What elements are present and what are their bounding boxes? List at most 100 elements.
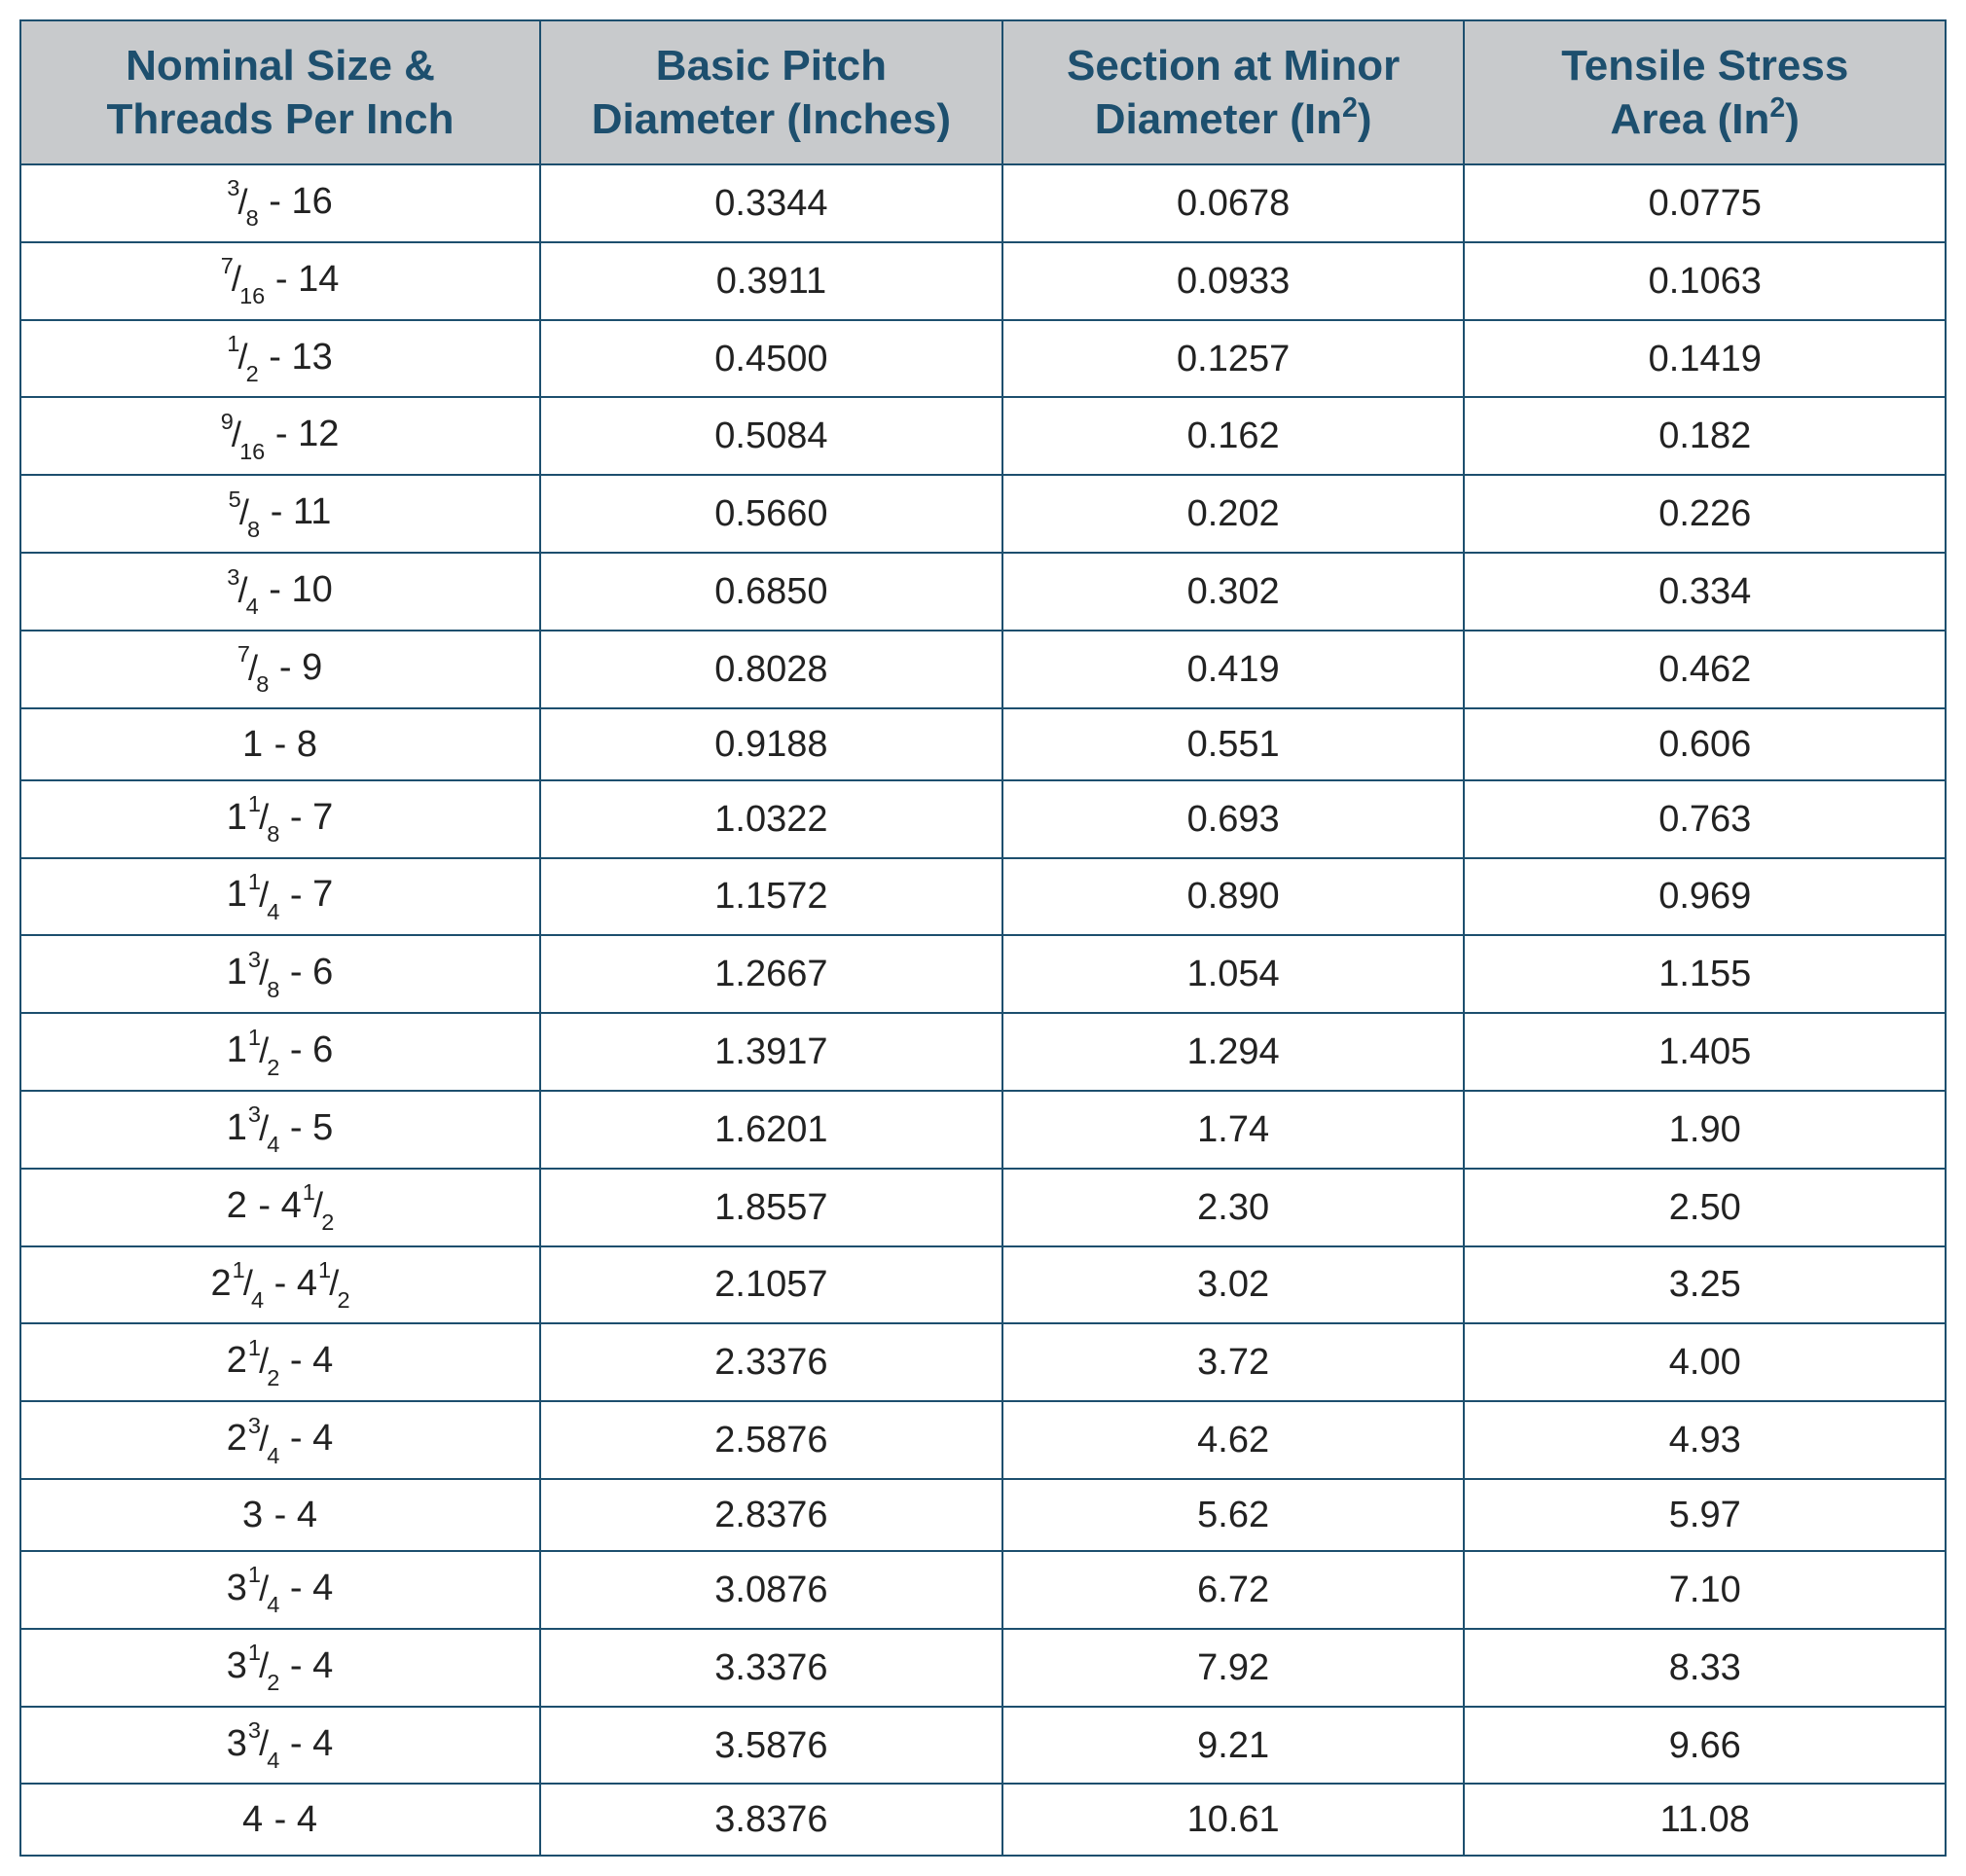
fraction: 1/2 (227, 337, 259, 381)
header-cell-1: Basic PitchDiameter (Inches) (540, 20, 1002, 164)
cell-nominal-size: 11/8 - 7 (20, 780, 540, 858)
threads-per-inch-value: 4 (312, 1568, 334, 1608)
header-line1: Basic Pitch (551, 39, 992, 92)
fraction: 9/16 (221, 414, 266, 458)
cell-minor-diameter: 0.162 (1002, 397, 1465, 475)
cell-nominal-size: 1/2 - 13 (20, 320, 540, 398)
fraction: 1/2 (303, 1185, 335, 1230)
cell-nominal-size: 3/4 - 10 (20, 553, 540, 631)
cell-pitch-diameter: 3.3376 (540, 1629, 1002, 1707)
threads-per-inch-value: 16 (292, 181, 334, 222)
nominal-size-value: 7/8 (237, 647, 270, 688)
cell-nominal-size: 2 - 41/2 (20, 1169, 540, 1246)
cell-pitch-diameter: 0.5084 (540, 397, 1002, 475)
cell-tensile-area: 0.606 (1464, 708, 1946, 780)
table-row: 3/8 - 160.33440.06780.0775 (20, 164, 1946, 242)
cell-minor-diameter: 2.30 (1002, 1169, 1465, 1246)
cell-nominal-size: 3 - 4 (20, 1479, 540, 1551)
nominal-size-value: 7/16 (221, 259, 266, 300)
cell-minor-diameter: 0.419 (1002, 631, 1465, 708)
fraction: 1/4 (248, 1568, 280, 1612)
cell-minor-diameter: 0.1257 (1002, 320, 1465, 398)
cell-minor-diameter: 4.62 (1002, 1401, 1465, 1479)
table-row: 11/4 - 71.15720.8900.969 (20, 858, 1946, 936)
cell-pitch-diameter: 1.3917 (540, 1013, 1002, 1091)
nominal-size-value: 1/2 (227, 337, 259, 378)
cell-pitch-diameter: 0.9188 (540, 708, 1002, 780)
cell-minor-diameter: 0.693 (1002, 780, 1465, 858)
threads-per-inch-value: 6 (312, 1029, 334, 1070)
cell-minor-diameter: 5.62 (1002, 1479, 1465, 1551)
cell-nominal-size: 13/8 - 6 (20, 935, 540, 1013)
cell-pitch-diameter: 0.8028 (540, 631, 1002, 708)
cell-pitch-diameter: 2.8376 (540, 1479, 1002, 1551)
header-row: Nominal Size &Threads Per InchBasic Pitc… (20, 20, 1946, 164)
table-row: 23/4 - 42.58764.624.93 (20, 1401, 1946, 1479)
table-row: 4 - 43.837610.6111.08 (20, 1784, 1946, 1856)
table-row: 1 - 80.91880.5510.606 (20, 708, 1946, 780)
fraction: 3/8 (227, 181, 259, 226)
cell-minor-diameter: 7.92 (1002, 1629, 1465, 1707)
table-head: Nominal Size &Threads Per InchBasic Pitc… (20, 20, 1946, 164)
threads-per-inch-value: 4 (297, 1799, 318, 1840)
table-row: 11/8 - 71.03220.6930.763 (20, 780, 1946, 858)
table-row: 5/8 - 110.56600.2020.226 (20, 475, 1946, 553)
cell-nominal-size: 11/4 - 7 (20, 858, 540, 936)
table-row: 7/8 - 90.80280.4190.462 (20, 631, 1946, 708)
cell-pitch-diameter: 0.4500 (540, 320, 1002, 398)
cell-tensile-area: 1.90 (1464, 1091, 1946, 1169)
nominal-size-value: 11/2 (227, 1029, 280, 1070)
nominal-size-value: 1 (242, 724, 264, 765)
nominal-size-value: 13/8 (227, 952, 280, 992)
cell-nominal-size: 33/4 - 4 (20, 1707, 540, 1785)
cell-minor-diameter: 0.0678 (1002, 164, 1465, 242)
table-row: 3 - 42.83765.625.97 (20, 1479, 1946, 1551)
cell-nominal-size: 21/4 - 41/2 (20, 1246, 540, 1324)
threads-per-inch-value: 41/2 (297, 1263, 350, 1304)
cell-tensile-area: 4.00 (1464, 1323, 1946, 1401)
fraction: 3/4 (248, 1723, 280, 1768)
cell-minor-diameter: 9.21 (1002, 1707, 1465, 1785)
threads-per-inch-value: 14 (298, 259, 340, 300)
nominal-size-value: 13/4 (227, 1107, 280, 1148)
cell-pitch-diameter: 2.3376 (540, 1323, 1002, 1401)
table-row: 9/16 - 120.50840.1620.182 (20, 397, 1946, 475)
cell-tensile-area: 0.182 (1464, 397, 1946, 475)
nominal-size-value: 33/4 (227, 1723, 280, 1764)
cell-minor-diameter: 1.294 (1002, 1013, 1465, 1091)
cell-nominal-size: 11/2 - 6 (20, 1013, 540, 1091)
cell-minor-diameter: 6.72 (1002, 1551, 1465, 1629)
cell-pitch-diameter: 0.5660 (540, 475, 1002, 553)
cell-nominal-size: 5/8 - 11 (20, 475, 540, 553)
fraction: 7/8 (237, 647, 270, 692)
nominal-size-value: 3/4 (227, 569, 259, 610)
cell-tensile-area: 0.462 (1464, 631, 1946, 708)
header-line1: Section at Minor (1013, 39, 1454, 92)
nominal-size-value: 4 (242, 1799, 264, 1840)
cell-tensile-area: 0.1419 (1464, 320, 1946, 398)
table-row: 2 - 41/21.85572.302.50 (20, 1169, 1946, 1246)
cell-tensile-area: 0.226 (1464, 475, 1946, 553)
cell-pitch-diameter: 0.6850 (540, 553, 1002, 631)
header-cell-3: Tensile StressArea (In2) (1464, 20, 1946, 164)
cell-nominal-size: 31/2 - 4 (20, 1629, 540, 1707)
table-row: 13/8 - 61.26671.0541.155 (20, 935, 1946, 1013)
threads-per-inch-value: 9 (302, 647, 323, 688)
header-line2: Threads Per Inch (31, 92, 529, 146)
cell-pitch-diameter: 1.8557 (540, 1169, 1002, 1246)
header-line2: Diameter (Inches) (551, 92, 992, 146)
threads-per-inch-value: 10 (292, 569, 334, 610)
header-line2: Area (In2) (1474, 92, 1935, 146)
cell-pitch-diameter: 0.3911 (540, 242, 1002, 320)
cell-nominal-size: 13/4 - 5 (20, 1091, 540, 1169)
cell-nominal-size: 31/4 - 4 (20, 1551, 540, 1629)
cell-nominal-size: 7/16 - 14 (20, 242, 540, 320)
cell-nominal-size: 1 - 8 (20, 708, 540, 780)
threads-per-inch-value: 5 (312, 1107, 334, 1148)
cell-tensile-area: 0.334 (1464, 553, 1946, 631)
threads-per-inch-value: 8 (297, 724, 318, 765)
cell-tensile-area: 0.1063 (1464, 242, 1946, 320)
table-row: 21/4 - 41/22.10573.023.25 (20, 1246, 1946, 1324)
nominal-size-value: 9/16 (221, 414, 266, 454)
nominal-size-value: 31/2 (227, 1645, 280, 1686)
